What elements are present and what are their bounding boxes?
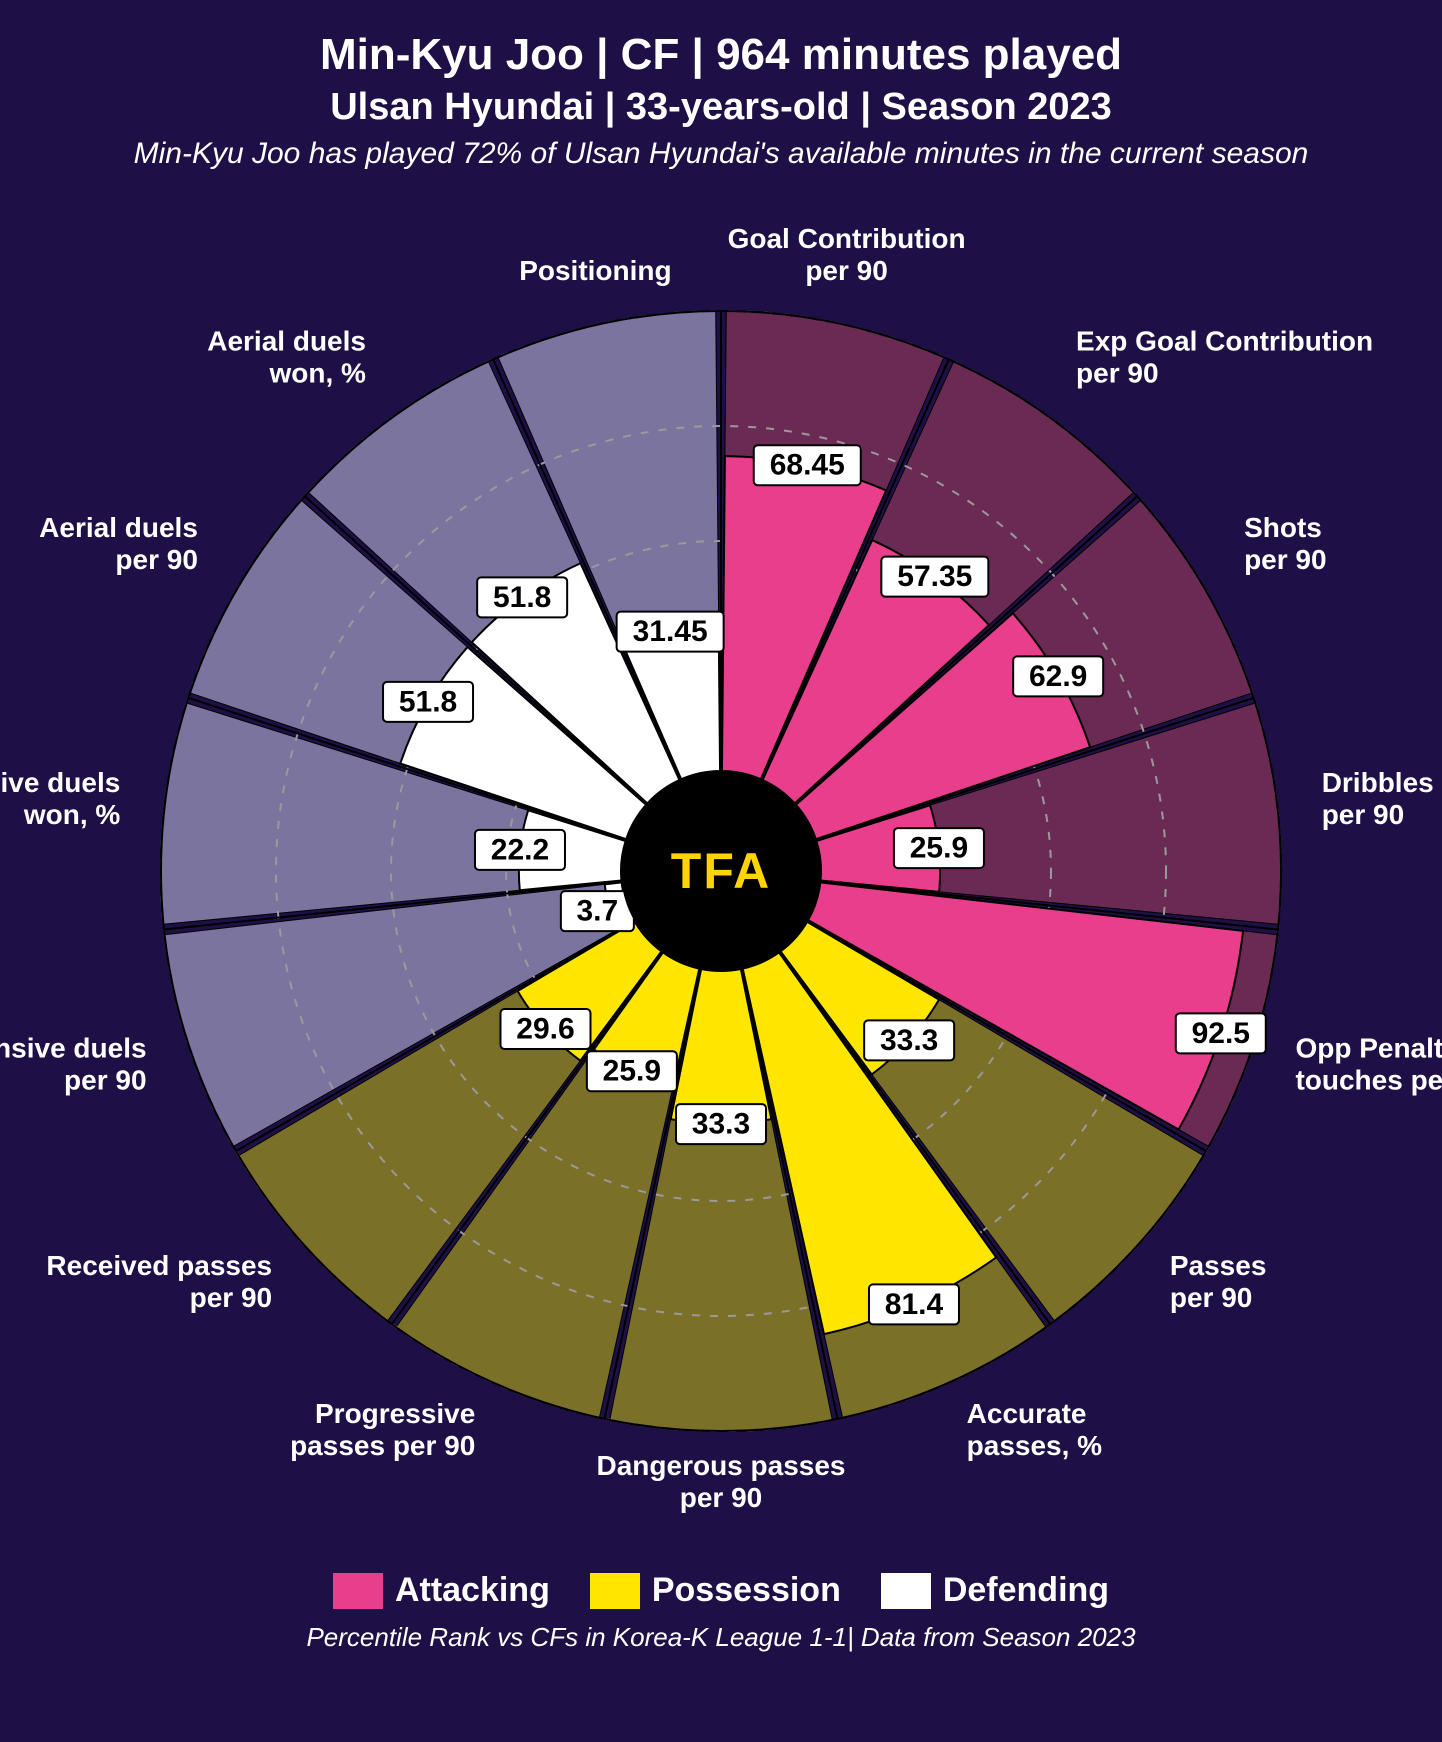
metric-label: Dribbles (1322, 767, 1434, 798)
metric-label: per 90 (1076, 357, 1159, 388)
metric-label: won, % (269, 357, 367, 388)
polar-chart-svg: 68.45 57.35 62.9 25.9 92.5 33.3 81.4 33.3 25.9 29… (0, 181, 1442, 1561)
value-label: 31.45 (617, 612, 724, 652)
polar-chart-wrap: 68.45 57.35 62.9 25.9 92.5 33.3 81.4 33.3 25.9 29… (0, 181, 1442, 1561)
legend-label: Attacking (395, 1571, 550, 1610)
metric-label: Accurate (967, 1398, 1087, 1429)
value-label: 33.3 (864, 1020, 954, 1060)
metric-label: Goal Contribution (728, 223, 966, 254)
metric-label: per 90 (1322, 799, 1405, 830)
center-logo: TFA (671, 843, 771, 899)
value-label: 81.4 (869, 1284, 959, 1324)
value-label-text: 62.9 (1029, 660, 1087, 693)
metric-label: Dangerous passes (597, 1450, 846, 1481)
chart-title-desc: Min-Kyu Joo has played 72% of Ulsan Hyun… (0, 137, 1442, 171)
value-label-text: 92.5 (1192, 1017, 1250, 1050)
value-label-text: 29.6 (516, 1013, 574, 1046)
value-label: 62.9 (1013, 656, 1103, 696)
value-label-text: 31.45 (633, 615, 708, 648)
legend-swatch (881, 1573, 931, 1609)
legend-label: Possession (652, 1571, 841, 1610)
metric-label: Exp Goal Contribution (1076, 325, 1373, 356)
metric-label: passes per 90 (290, 1430, 475, 1461)
value-label: 92.5 (1176, 1013, 1266, 1053)
metric-label: Shots (1244, 512, 1322, 543)
chart-title-main: Min-Kyu Joo | CF | 964 minutes played (0, 30, 1442, 80)
value-label: 22.2 (475, 830, 565, 870)
value-label-text: 22.2 (491, 833, 549, 866)
legend-label: Defending (943, 1571, 1109, 1610)
value-label: 25.9 (894, 828, 984, 868)
metric-label: Received passes (46, 1250, 272, 1281)
value-label: 57.35 (881, 557, 988, 597)
value-label: 51.8 (383, 682, 473, 722)
value-label: 33.3 (676, 1104, 766, 1144)
value-label-text: 68.45 (770, 449, 845, 482)
legend-swatch (590, 1573, 640, 1609)
legend-item: Defending (881, 1571, 1109, 1610)
legend: Attacking Possession Defending (0, 1571, 1442, 1610)
footer-note: Percentile Rank vs CFs in Korea-K League… (0, 1622, 1442, 1653)
value-label-text: 25.9 (603, 1055, 661, 1088)
metric-label: per 90 (680, 1482, 763, 1513)
metric-label: won, % (23, 799, 121, 830)
legend-item: Possession (590, 1571, 841, 1610)
metric-label: touches per 90 (1295, 1065, 1442, 1096)
value-label-text: 81.4 (885, 1288, 944, 1321)
legend-item: Attacking (333, 1571, 550, 1610)
value-label-text: 33.3 (692, 1108, 750, 1141)
value-label: 68.45 (754, 445, 861, 485)
value-label: 25.9 (587, 1051, 677, 1091)
value-label-text: 33.3 (880, 1024, 938, 1057)
value-label-text: 25.9 (910, 832, 968, 865)
metric-label: per 90 (1244, 544, 1327, 575)
value-label: 3.7 (561, 891, 634, 931)
metric-label: passes, % (967, 1430, 1103, 1461)
metric-label: Aerial duels (39, 512, 198, 543)
metric-label: per 90 (190, 1282, 273, 1313)
metric-label: per 90 (64, 1065, 147, 1096)
metric-label: Opp Penalty area (1295, 1033, 1442, 1064)
metric-label: Defensive duels (0, 1033, 147, 1064)
metric-label: per 90 (805, 255, 888, 286)
metric-label: Positioning (519, 255, 671, 286)
metric-label: Aerial duels (207, 325, 366, 356)
metric-label: per 90 (115, 544, 198, 575)
chart-title-sub: Ulsan Hyundai | 33-years-old | Season 20… (0, 86, 1442, 129)
value-label-text: 51.8 (493, 581, 551, 614)
value-label-text: 3.7 (577, 895, 619, 928)
legend-swatch (333, 1573, 383, 1609)
metric-label: per 90 (1170, 1282, 1253, 1313)
chart-container: Min-Kyu Joo | CF | 964 minutes played Ul… (0, 0, 1442, 1742)
value-label-text: 51.8 (399, 685, 457, 718)
metric-label: Passes (1170, 1250, 1267, 1281)
metric-label: Defensive duels (0, 767, 120, 798)
metric-label: Progressive (315, 1398, 475, 1429)
value-label: 29.6 (500, 1009, 590, 1049)
value-label: 51.8 (477, 577, 567, 617)
value-label-text: 57.35 (897, 560, 972, 593)
